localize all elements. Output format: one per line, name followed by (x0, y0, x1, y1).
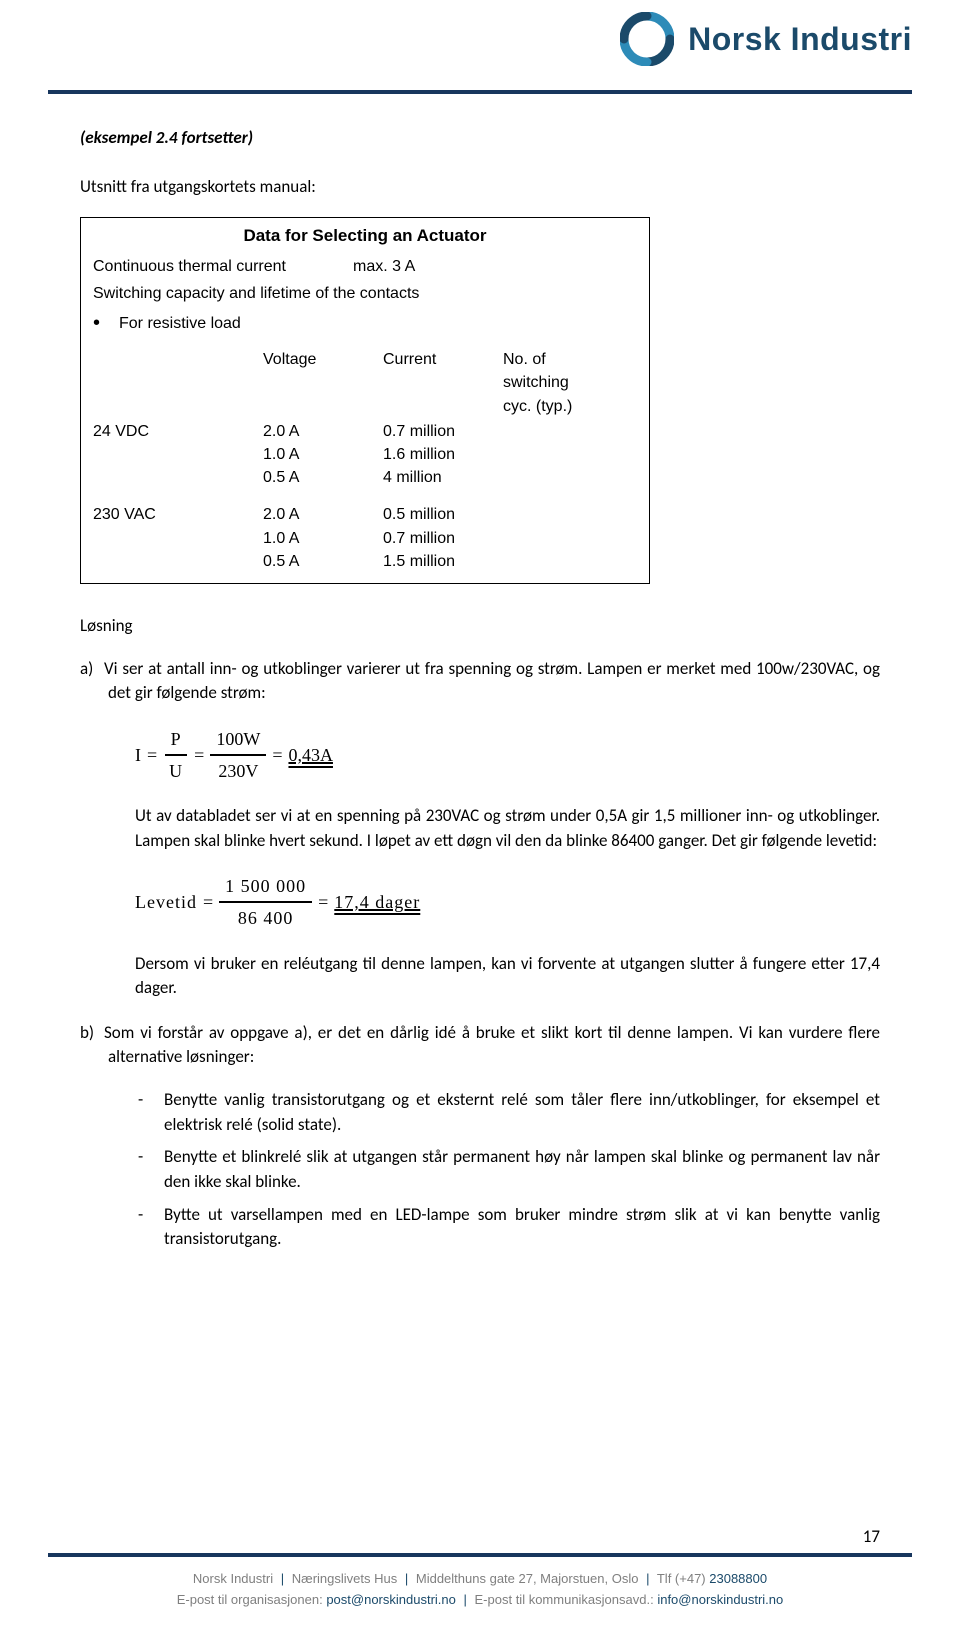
solution-item-a: a)Vi ser at antall inn- og utkoblinger v… (108, 657, 880, 1001)
table-voltage-group: 24 VDC2.0 A0.7 million1.0 A1.6 million0.… (93, 420, 637, 490)
alternative-item: Benytte vanlig transistorutgang og et ek… (164, 1088, 880, 1137)
table-row: 0.5 A4 million (263, 466, 637, 489)
table-title: Data for Selecting an Actuator (81, 218, 649, 255)
manual-intro: Utsnitt fra utgangskortets manual: (80, 175, 880, 200)
solution-item-b: b)Som vi forstår av oppgave a), er det e… (108, 1021, 880, 1252)
alternative-item: Bytte ut varsellampen med en LED-lampe s… (164, 1203, 880, 1252)
solution-a-para2: Ut av databladet ser vi at en spenning p… (108, 804, 880, 853)
table-row: 2.0 A0.5 million (263, 503, 637, 526)
table-row-current-value: max. 3 A (353, 255, 415, 278)
solution-a-para3: Dersom vi bruker en reléutgang til denne… (108, 952, 880, 1001)
table-row: 1.0 A0.7 million (263, 527, 637, 550)
formula-lifetime: Levetid = 1 500 00086 400 = 17,4 dager (135, 873, 880, 931)
page-number: 17 (863, 1526, 880, 1547)
actuator-table: Data for Selecting an Actuator Continuou… (80, 217, 650, 584)
table-row: 1.0 A1.6 million (263, 443, 637, 466)
table-row-current-label: Continuous thermal current (93, 255, 353, 278)
table-header-voltage: Voltage (263, 348, 383, 418)
example-title: (eksempel 2.4 fortsetter) (80, 126, 880, 151)
table-header-current: Current (383, 348, 503, 418)
table-row: 2.0 A0.7 million (263, 420, 637, 443)
table-row: 0.5 A1.5 million (263, 550, 637, 573)
footer-divider (48, 1553, 912, 1557)
bullet-icon: • (93, 309, 119, 338)
list-label-a: a) (80, 657, 104, 682)
list-label-b: b) (80, 1021, 104, 1046)
solution-heading: Løsning (80, 614, 880, 639)
footer-email-comm[interactable]: info@norskindustri.no (657, 1592, 783, 1607)
voltage-label: 24 VDC (93, 420, 263, 490)
header-divider (48, 90, 912, 94)
table-row-capacity: Switching capacity and lifetime of the c… (93, 282, 637, 305)
formula-current: I = PU = 100W230V = 0,43A (135, 726, 880, 784)
bullet-text: For resistive load (119, 312, 241, 335)
brand-logo: Norsk Industri (620, 12, 912, 66)
voltage-label: 230 VAC (93, 503, 263, 573)
logo-icon (620, 12, 674, 66)
table-voltage-group: 230 VAC2.0 A0.5 million1.0 A0.7 million0… (93, 503, 637, 573)
table-header-cycles: No. of switching cyc. (typ.) (503, 348, 633, 418)
page-footer: Norsk Industri | Næringslivets Hus | Mid… (0, 1569, 960, 1611)
brand-name: Norsk Industri (688, 21, 912, 58)
footer-email-org[interactable]: post@norskindustri.no (326, 1592, 456, 1607)
alternative-item: Benytte et blinkrelé slik at utgangen st… (164, 1145, 880, 1194)
footer-phone[interactable]: 23088800 (709, 1571, 767, 1586)
